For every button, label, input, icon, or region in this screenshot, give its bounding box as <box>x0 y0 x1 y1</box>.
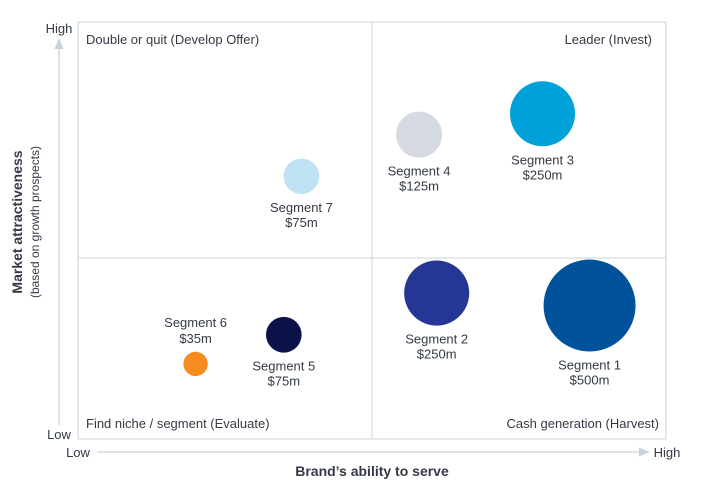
y-axis-high-label: High <box>46 21 73 36</box>
segment-6-value-label: $35m <box>179 331 212 346</box>
segment-4-bubble <box>396 111 443 158</box>
segment-1-bubble <box>543 259 636 352</box>
y-axis-subtitle: (based on growth prospects) <box>28 146 42 298</box>
segment-4-value-label: $125m <box>399 179 439 194</box>
segment-5-name-label: Segment 5 <box>252 359 315 374</box>
segment-3-name-label: Segment 3 <box>511 152 574 167</box>
segment-1-name-label: Segment 1 <box>558 358 621 373</box>
quadrant-label-bottom-right: Cash generation (Harvest) <box>507 416 659 431</box>
quadrant-label-top-right: Leader (Invest) <box>565 32 652 47</box>
segment-6-bubble <box>183 351 208 377</box>
segment-4-name-label: Segment 4 <box>388 164 451 179</box>
quadrant-label-bottom-left: Find niche / segment (Evaluate) <box>86 416 270 431</box>
x-axis-low-label: Low <box>66 445 90 460</box>
x-axis-arrow-head <box>639 447 650 457</box>
segment-5-bubble <box>265 316 302 353</box>
segment-7-value-label: $75m <box>285 215 318 230</box>
x-axis-title: Brand’s ability to serve <box>295 463 449 479</box>
segment-2-bubble <box>404 260 470 326</box>
segment-7-name-label: Segment 7 <box>270 200 333 215</box>
y-axis-title: Market attractiveness <box>9 150 25 293</box>
segment-3-bubble <box>509 81 576 147</box>
segment-7-bubble <box>283 158 320 195</box>
segment-1-value-label: $500m <box>570 373 610 388</box>
y-axis-arrow-head <box>54 38 64 49</box>
segment-5-value-label: $75m <box>268 374 301 389</box>
x-axis-high-label: High <box>654 445 681 460</box>
quadrant-label-top-left: Double or quit (Develop Offer) <box>86 32 259 47</box>
segment-2-name-label: Segment 2 <box>405 332 468 347</box>
y-axis-low-label: Low <box>47 427 71 442</box>
segment-2-value-label: $250m <box>417 347 457 362</box>
segment-3-value-label: $250m <box>523 167 563 182</box>
segment-6-name-label: Segment 6 <box>164 315 227 330</box>
